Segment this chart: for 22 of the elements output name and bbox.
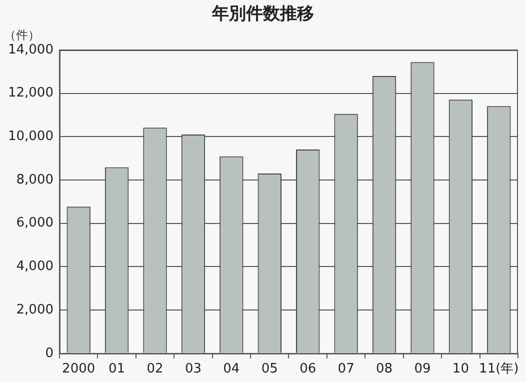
x-tick-label: 2000 [62,362,96,377]
chart-title: 年別件数推移 [210,3,315,25]
x-tick-label: 07 [338,362,354,377]
y-tick-label: 0 [45,346,54,361]
y-tick-label: 6,000 [16,216,54,231]
x-tick-label: 09 [414,362,431,377]
y-tick-label: 10,000 [8,129,54,144]
x-tick-label: 05 [261,362,278,377]
y-tick-label: 8,000 [16,172,54,188]
y-tick-label: 14,000 [8,42,54,58]
x-tick-label: 01 [108,362,126,377]
y-axis-title: （件） [4,28,40,42]
y-tick-label: 4,000 [16,259,54,274]
y-tick-label: 12,000 [8,86,54,101]
x-tick-label: 06 [300,362,316,377]
x-tick-label: 08 [376,362,393,377]
x-tick-label: 11(年) [479,362,519,377]
y-tick-label: 2,000 [16,302,54,318]
x-tick-label: 02 [146,362,164,377]
x-tick-label: 03 [184,362,202,377]
x-tick-label: 10 [452,362,469,377]
x-tick-label: 04 [223,362,240,377]
